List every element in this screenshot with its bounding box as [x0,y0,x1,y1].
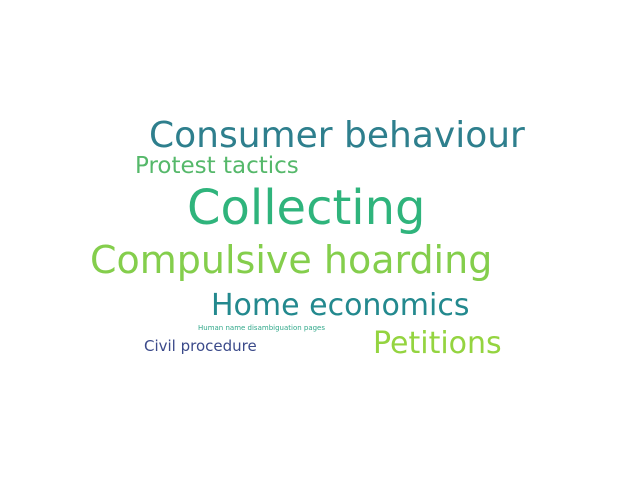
word-consumer-behaviour: Consumer behaviour [149,115,525,156]
word-petitions: Petitions [373,326,502,361]
word-home-economics: Home economics [211,288,470,323]
word-protest-tactics: Protest tactics [135,153,299,179]
word-compulsive-hoarding: Compulsive hoarding [90,238,493,282]
word-collecting: Collecting [187,180,426,236]
word-human-name-disambiguation-pages: Human name disambiguation pages [198,324,326,332]
word-civil-procedure: Civil procedure [144,337,257,355]
